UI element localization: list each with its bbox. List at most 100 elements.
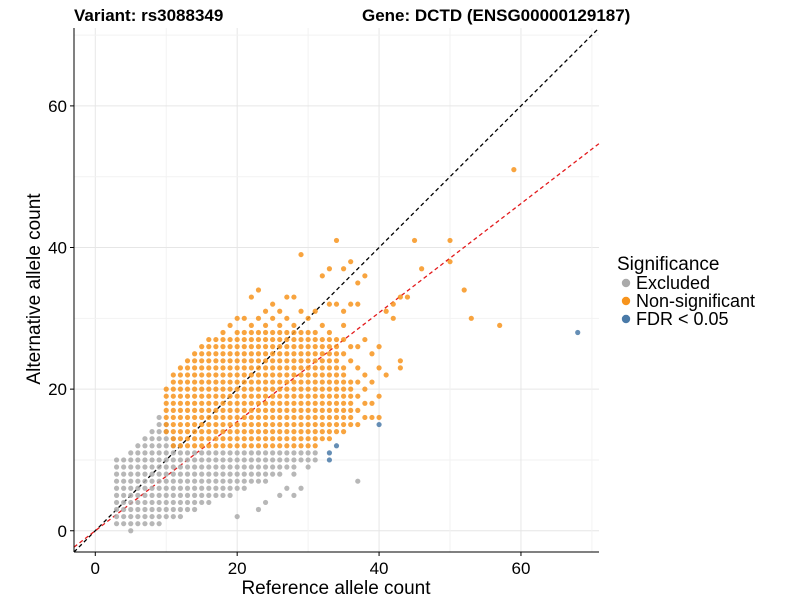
point-non-significant (298, 251, 304, 258)
point-non-significant (319, 436, 325, 442)
point-non-significant (192, 365, 198, 371)
point-excluded (170, 457, 176, 463)
point-excluded (149, 485, 155, 491)
point-non-significant (184, 393, 191, 399)
point-non-significant (277, 308, 283, 314)
point-non-significant (305, 436, 311, 442)
point-non-significant (220, 329, 226, 336)
point-excluded (142, 457, 148, 463)
point-non-significant (333, 407, 340, 413)
point-excluded (128, 521, 134, 527)
point-non-significant (177, 421, 184, 428)
point-non-significant (220, 365, 226, 371)
point-non-significant (262, 372, 269, 378)
point-non-significant (319, 393, 325, 399)
point-excluded (184, 471, 191, 477)
point-non-significant (184, 429, 191, 435)
point-non-significant (326, 379, 333, 385)
point-non-significant (192, 421, 198, 428)
point-non-significant (248, 294, 254, 300)
point-non-significant (234, 436, 240, 442)
point-non-significant (220, 351, 226, 357)
point-non-significant (305, 336, 311, 343)
point-non-significant (390, 301, 396, 307)
point-excluded (234, 457, 240, 463)
point-non-significant (319, 379, 325, 385)
point-non-significant (362, 400, 368, 406)
point-non-significant (255, 315, 262, 321)
point-non-significant (326, 414, 333, 421)
point-non-significant (326, 372, 333, 378)
point-non-significant (206, 407, 212, 413)
point-excluded (262, 464, 269, 470)
point-excluded (184, 450, 191, 456)
point-excluded (128, 478, 134, 484)
point-excluded (156, 436, 162, 442)
point-non-significant (284, 379, 290, 385)
point-non-significant (355, 421, 361, 428)
point-excluded (128, 513, 134, 520)
point-non-significant (248, 407, 254, 413)
point-non-significant (348, 400, 354, 406)
point-non-significant (277, 386, 283, 392)
point-excluded (177, 485, 184, 491)
point-non-significant (326, 421, 333, 428)
point-non-significant (177, 407, 184, 413)
point-excluded (227, 492, 233, 498)
point-non-significant (199, 393, 205, 399)
point-non-significant (284, 351, 290, 357)
point-non-significant (199, 344, 205, 350)
point-non-significant (333, 237, 340, 244)
point-non-significant (362, 336, 368, 343)
point-non-significant (340, 407, 347, 413)
point-non-significant (262, 436, 269, 442)
point-excluded (156, 499, 162, 506)
point-excluded (213, 471, 219, 477)
point-non-significant (298, 414, 304, 421)
point-non-significant (213, 386, 219, 392)
point-non-significant (262, 329, 269, 336)
legend-label-non-significant: Non-significant (636, 291, 755, 311)
point-non-significant (312, 329, 318, 336)
y-tick-label: 40 (48, 239, 67, 258)
point-non-significant (199, 351, 205, 357)
point-non-significant (227, 421, 233, 428)
point-non-significant (305, 315, 311, 321)
point-excluded (291, 492, 297, 498)
point-non-significant (248, 414, 254, 421)
point-excluded (163, 513, 169, 520)
point-excluded (213, 464, 219, 470)
point-non-significant (340, 386, 347, 392)
point-non-significant (291, 379, 297, 385)
point-non-significant (255, 336, 262, 343)
point-non-significant (298, 393, 304, 399)
point-non-significant (227, 386, 233, 392)
point-excluded (170, 499, 176, 506)
point-excluded (213, 450, 219, 456)
point-non-significant (163, 429, 169, 435)
point-non-significant (227, 436, 233, 442)
point-excluded (277, 464, 283, 470)
point-non-significant (340, 379, 347, 385)
point-excluded (156, 478, 162, 484)
point-non-significant (255, 400, 262, 406)
point-non-significant (326, 329, 333, 336)
point-excluded (113, 485, 120, 491)
point-non-significant (206, 351, 212, 357)
point-excluded (142, 499, 148, 506)
point-excluded (206, 464, 212, 470)
point-non-significant (234, 393, 240, 399)
point-non-significant (213, 429, 219, 435)
point-non-significant (277, 351, 283, 357)
point-excluded (170, 450, 176, 456)
point-non-significant (305, 344, 311, 350)
point-non-significant (277, 393, 283, 399)
point-excluded (135, 464, 141, 470)
point-non-significant (305, 351, 311, 357)
point-non-significant (277, 436, 283, 442)
point-excluded (121, 478, 127, 484)
point-non-significant (277, 329, 283, 336)
y-axis-title: Alternative allele count (24, 193, 45, 385)
point-non-significant (220, 372, 226, 378)
point-non-significant (291, 322, 297, 329)
